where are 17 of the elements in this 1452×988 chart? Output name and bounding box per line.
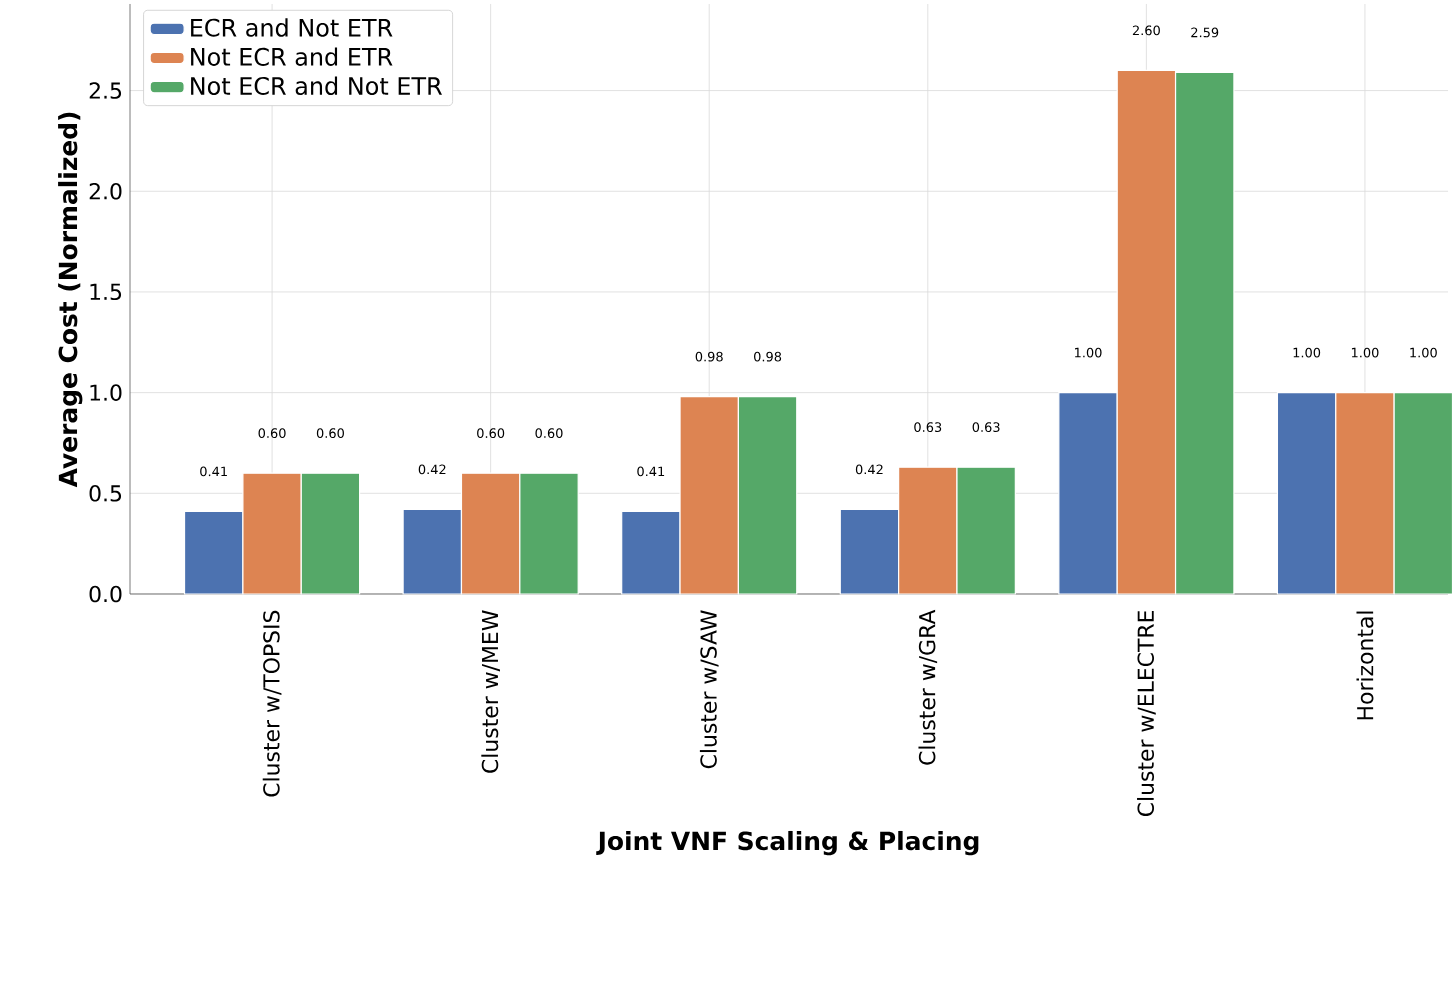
legend-label: ECR and Not ETR xyxy=(191,18,393,37)
x-tick-label: Cluster w/MEW xyxy=(481,610,500,773)
x-tick-label: Horizontal xyxy=(1356,611,1374,720)
x-tick-label: Cluster w/ELECTRE xyxy=(1137,610,1156,817)
legend-label: Not ECR and ETR xyxy=(191,47,393,66)
x-tick-label: Cluster w/TOPSIS xyxy=(262,610,282,797)
y-tick-label: 1.5 xyxy=(90,283,122,301)
y-axis-title: Average Cost (Normalized) xyxy=(58,112,83,488)
y-tick-label: 0.5 xyxy=(89,485,122,502)
legend-label: Not ECR and Not ETR xyxy=(191,76,442,96)
x-tick-label: Cluster w/GRA xyxy=(918,609,938,765)
y-tick-label: 1.0 xyxy=(90,384,122,401)
y-tick-label: 2.5 xyxy=(89,82,122,99)
x-tick-label: Cluster w/SAW xyxy=(699,610,719,769)
x-axis-title: Joint VNF Scaling & Placing xyxy=(596,830,979,856)
y-tick-label: 2.0 xyxy=(89,182,122,200)
y-tick-label: 0.0 xyxy=(89,585,122,603)
